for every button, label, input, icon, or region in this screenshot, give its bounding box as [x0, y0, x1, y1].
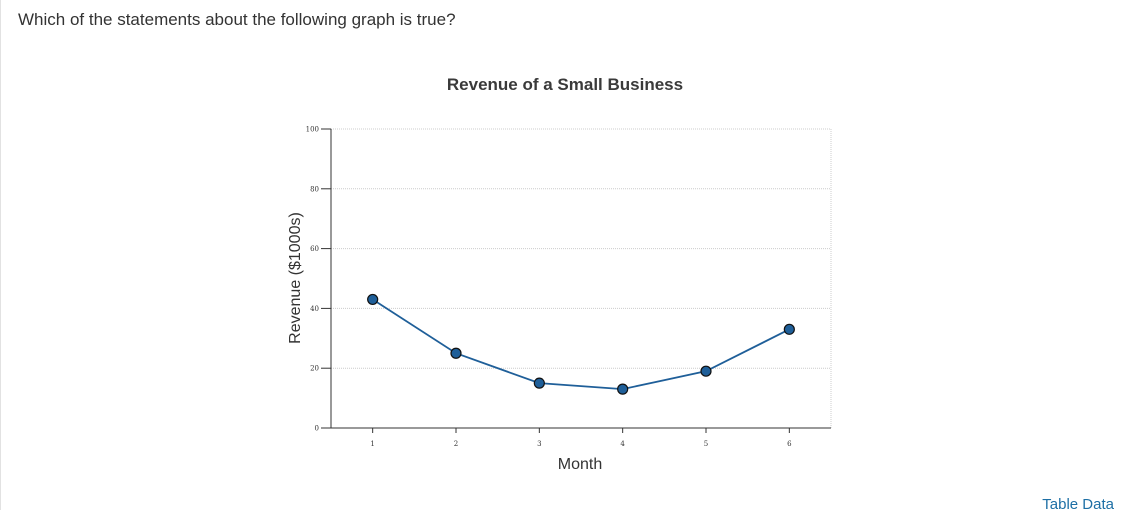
data-point-month-3[interactable] — [533, 377, 545, 389]
series-line — [372, 298, 790, 391]
grid-lines — [331, 128, 832, 428]
y-tick-label-20: 20 — [310, 365, 319, 373]
axes — [321, 128, 831, 433]
x-tick-label-6: 6 — [787, 440, 792, 448]
x-tick-label-2: 2 — [454, 440, 458, 448]
y-tick-labels: 0 20 40 60 80 100 — [306, 126, 319, 433]
table-data-link[interactable]: Table Data — [1042, 496, 1114, 510]
x-axis-label: Month — [558, 456, 602, 473]
x-tick-label-4: 4 — [620, 440, 625, 448]
data-point-month-6[interactable] — [783, 323, 795, 335]
x-tick-label-1: 1 — [370, 440, 374, 448]
data-point-month-4[interactable] — [617, 383, 629, 395]
data-point-month-2[interactable] — [450, 347, 462, 359]
chart-title: Revenue of a Small Business — [447, 75, 683, 94]
y-tick-label-0: 0 — [315, 425, 319, 433]
data-point-month-1[interactable] — [367, 293, 379, 306]
revenue-series — [367, 293, 795, 395]
x-tick-label-3: 3 — [537, 440, 541, 448]
y-tick-label-100: 100 — [306, 126, 319, 134]
y-axis-label: Revenue ($1000s) — [287, 212, 304, 344]
data-point-month-5[interactable] — [700, 365, 712, 377]
question-text: Which of the statements about the follow… — [18, 10, 456, 29]
y-tick-label-80: 80 — [310, 185, 319, 193]
y-tick-label-40: 40 — [310, 305, 319, 313]
x-tick-label-5: 5 — [704, 440, 708, 448]
x-tick-labels: 1 2 3 4 5 6 — [370, 440, 792, 448]
y-tick-label-60: 60 — [310, 245, 319, 253]
